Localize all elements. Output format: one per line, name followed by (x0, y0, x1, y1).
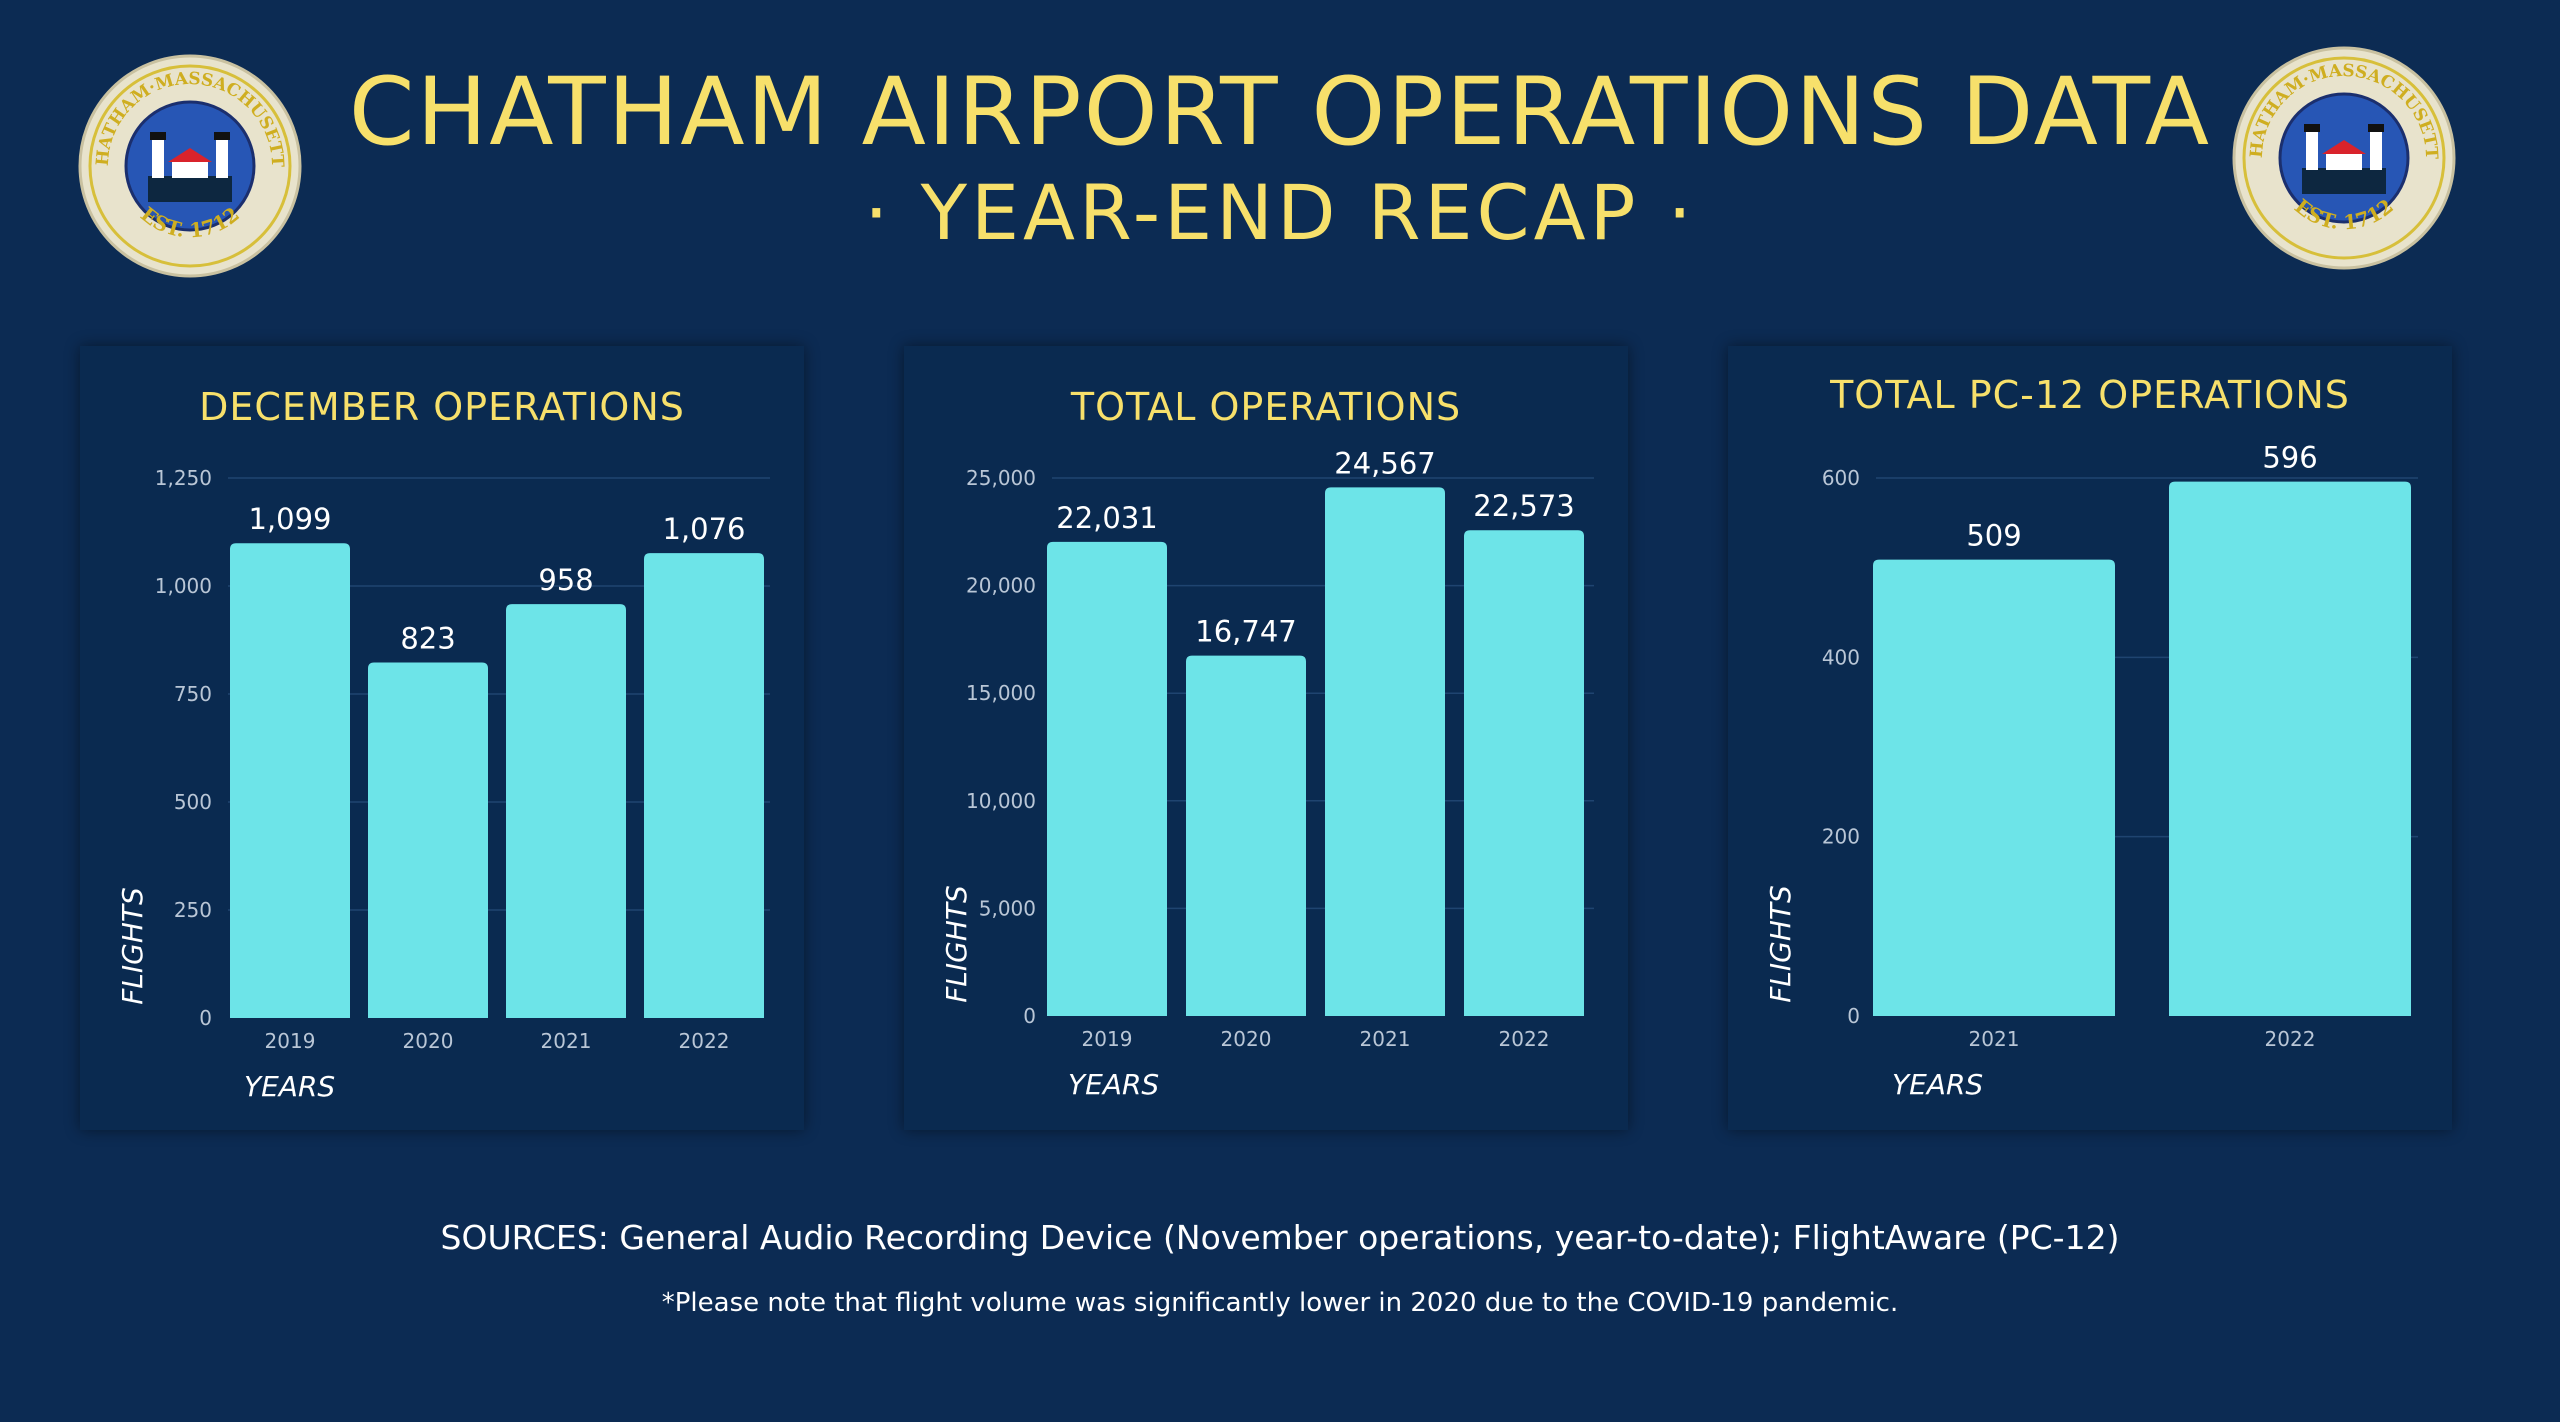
covid-note: *Please note that flight volume was sign… (661, 1288, 1899, 1318)
value-label: 16,747 (1195, 615, 1296, 649)
chart-title: TOTAL PC-12 OPERATIONS (1829, 373, 2350, 417)
bar (1325, 487, 1445, 1016)
bar (1464, 530, 1584, 1016)
value-label: 509 (1966, 519, 2021, 553)
y-tick-label: 1,250 (155, 466, 212, 490)
y-tick-label: 750 (174, 682, 212, 706)
value-label: 22,031 (1056, 501, 1157, 535)
bar (230, 543, 350, 1018)
value-label: 22,573 (1473, 489, 1574, 523)
y-axis-title: FLIGHTS (1764, 885, 1797, 1003)
bar (1186, 655, 1306, 1016)
page-subtitle: · YEAR-END RECAP · (864, 168, 1696, 257)
sources-text: SOURCES: General Audio Recording Device … (440, 1218, 2120, 1257)
y-tick-label: 1,000 (155, 574, 212, 598)
x-tick-label: 2019 (1082, 1027, 1133, 1051)
bar (506, 604, 626, 1018)
x-axis-title: YEARS (1892, 1068, 1983, 1101)
value-label: 1,099 (248, 502, 331, 536)
x-tick-label: 2021 (1360, 1027, 1411, 1051)
x-axis-title: YEARS (244, 1070, 335, 1103)
bar (2169, 481, 2411, 1016)
chart-panel-pc12: TOTAL PC-12 OPERATIONS 0 200 400 600 509 2021 5… (1728, 346, 2452, 1130)
chart-title: TOTAL OPERATIONS (1070, 385, 1461, 429)
x-tick-label: 2020 (403, 1029, 454, 1053)
x-tick-label: 2021 (1969, 1027, 2020, 1051)
y-tick-label: 10,000 (966, 789, 1036, 813)
town-seal-left: CHATHAM·MASSACHUSETTS EST. 1712 (78, 54, 302, 278)
bar (1873, 559, 2115, 1016)
y-tick-label: 15,000 (966, 681, 1036, 705)
y-tick-label: 200 (1822, 825, 1860, 849)
bar (368, 662, 488, 1018)
y-tick-label: 20,000 (966, 574, 1036, 598)
y-tick-label: 25,000 (966, 466, 1036, 490)
x-tick-label: 2021 (541, 1029, 592, 1053)
x-tick-label: 2022 (1499, 1027, 1550, 1051)
y-tick-label: 400 (1822, 645, 1860, 669)
value-label: 958 (538, 563, 593, 597)
total-operations-chart: TOTAL OPERATIONS 0 5,000 10,000 15,000 20,000… (940, 385, 1594, 1101)
y-tick-label: 0 (1847, 1004, 1860, 1028)
chart-title: DECEMBER OPERATIONS (199, 385, 685, 429)
x-tick-label: 2022 (2265, 1027, 2316, 1051)
december-operations-chart: DECEMBER OPERATIONS 0 250 500 750 1,000 1,250 1… (116, 385, 770, 1103)
pc12-operations-chart: TOTAL PC-12 OPERATIONS 0 200 400 600 509 2021 5… (1764, 373, 2418, 1101)
y-axis-title: FLIGHTS (116, 887, 149, 1005)
town-seal-right: CHATHAM·MASSACHUSETTS EST. 1712 (2232, 46, 2456, 270)
value-label: 823 (400, 621, 455, 655)
y-tick-label: 5,000 (979, 896, 1036, 920)
page-title: CHATHAM AIRPORT OPERATIONS DATA (348, 58, 2212, 167)
x-tick-label: 2022 (679, 1029, 730, 1053)
x-tick-label: 2019 (265, 1029, 316, 1053)
bar (644, 553, 764, 1018)
value-label: 596 (2262, 441, 2317, 475)
chart-panel-december: DECEMBER OPERATIONS 0 250 500 750 1,000 1,250 1… (80, 346, 804, 1130)
chart-panel-total: TOTAL OPERATIONS 0 5,000 10,000 15,000 20,000… (904, 346, 1628, 1130)
y-tick-label: 500 (174, 790, 212, 814)
value-label: 1,076 (662, 512, 745, 546)
y-tick-label: 600 (1822, 466, 1860, 490)
x-tick-label: 2020 (1221, 1027, 1272, 1051)
y-axis-title: FLIGHTS (940, 885, 973, 1003)
y-tick-label: 0 (199, 1006, 212, 1030)
bar (1047, 541, 1167, 1016)
value-label: 24,567 (1334, 446, 1435, 480)
x-axis-title: YEARS (1068, 1068, 1159, 1101)
y-tick-label: 0 (1023, 1004, 1036, 1028)
y-tick-label: 250 (174, 898, 212, 922)
